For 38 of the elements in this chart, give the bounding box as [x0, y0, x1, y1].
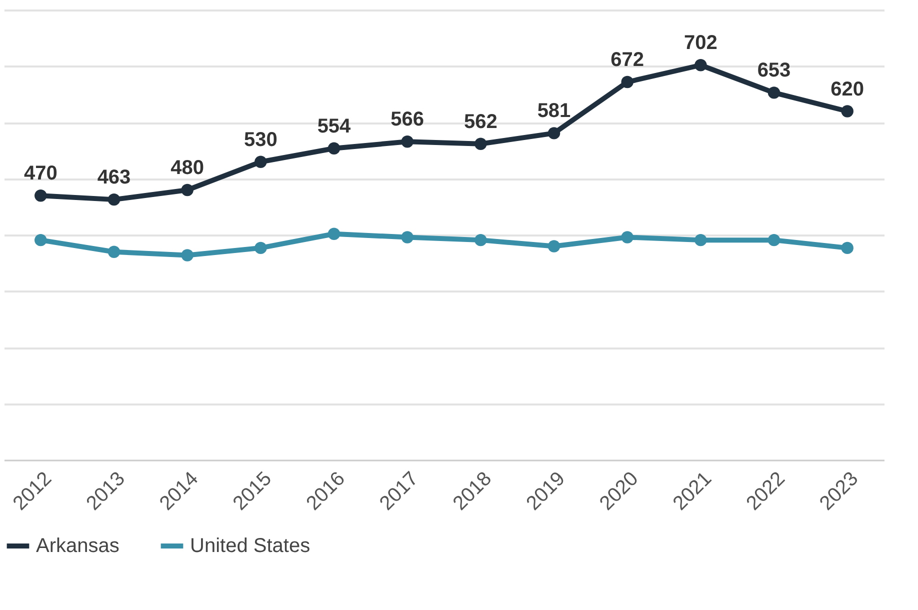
point	[621, 76, 634, 88]
point	[181, 249, 194, 262]
point	[254, 242, 267, 254]
point	[768, 86, 780, 99]
point	[34, 190, 47, 202]
data-label: 480	[170, 157, 204, 179]
point	[694, 59, 707, 72]
point	[474, 234, 487, 246]
point	[328, 228, 340, 240]
data-label: 653	[757, 60, 791, 82]
point	[768, 234, 780, 246]
point	[108, 246, 120, 258]
data-label: 530	[244, 128, 278, 151]
data-label: 463	[97, 166, 131, 189]
data-label: 562	[464, 110, 498, 133]
point	[181, 184, 194, 196]
point	[548, 127, 560, 140]
point	[401, 136, 414, 148]
point	[108, 193, 120, 206]
data-label: 470	[24, 162, 58, 185]
point	[34, 234, 47, 246]
point	[621, 231, 634, 244]
legend-label: United States	[190, 535, 310, 557]
point	[254, 156, 267, 168]
point	[694, 234, 707, 246]
data-label: 581	[537, 100, 571, 122]
point	[841, 105, 854, 118]
data-label: 566	[390, 108, 424, 131]
legend-label: Arkansas	[36, 535, 120, 557]
point	[841, 242, 854, 254]
data-label: 672	[610, 49, 644, 71]
point	[474, 138, 487, 150]
point	[548, 240, 560, 252]
data-label: 620	[830, 78, 864, 100]
data-label: 554	[317, 115, 352, 138]
data-label: 702	[684, 32, 718, 54]
point	[401, 231, 414, 244]
point	[328, 142, 340, 154]
